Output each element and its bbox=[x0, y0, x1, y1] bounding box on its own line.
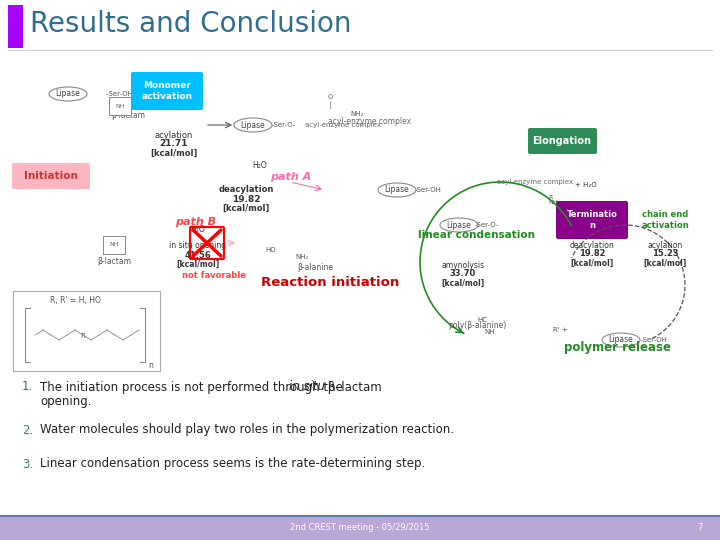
Text: 2.: 2. bbox=[22, 423, 33, 436]
Text: 7: 7 bbox=[697, 523, 703, 532]
Text: 1.: 1. bbox=[22, 381, 33, 394]
Text: R' +: R' + bbox=[553, 327, 568, 333]
Text: deacylation: deacylation bbox=[570, 240, 614, 249]
Text: -Ser-OH: -Ser-OH bbox=[641, 337, 668, 343]
Text: Elongation: Elongation bbox=[533, 136, 592, 146]
Text: amynolysis: amynolysis bbox=[441, 260, 485, 269]
Text: 2nd CREST meeting - 05/29/2015: 2nd CREST meeting - 05/29/2015 bbox=[290, 523, 430, 532]
Text: + H₂O: + H₂O bbox=[575, 182, 597, 188]
FancyBboxPatch shape bbox=[8, 5, 23, 48]
Text: path B: path B bbox=[175, 217, 216, 227]
Ellipse shape bbox=[602, 333, 640, 347]
Text: R
NH: R NH bbox=[548, 194, 557, 205]
Text: [kcal/mol]: [kcal/mol] bbox=[176, 260, 220, 268]
Text: acyl-enzyme complex: acyl-enzyme complex bbox=[328, 118, 412, 126]
FancyBboxPatch shape bbox=[528, 128, 597, 154]
Text: [kcal/mol]: [kcal/mol] bbox=[644, 259, 687, 267]
Text: R, R' = H, HO: R, R' = H, HO bbox=[50, 295, 101, 305]
Text: Lipase: Lipase bbox=[240, 120, 266, 130]
Text: -Ser-OH +: -Ser-OH + bbox=[106, 91, 141, 97]
Ellipse shape bbox=[440, 218, 478, 232]
Text: Initiation: Initiation bbox=[24, 171, 78, 181]
FancyBboxPatch shape bbox=[13, 291, 160, 371]
Text: 15.23: 15.23 bbox=[652, 249, 678, 259]
Text: Results and Conclusion: Results and Conclusion bbox=[30, 10, 351, 38]
Text: chain end
activation: chain end activation bbox=[641, 210, 689, 230]
Text: H₂O: H₂O bbox=[253, 160, 267, 170]
Text: 41.56: 41.56 bbox=[184, 251, 212, 260]
Text: β–lactam: β–lactam bbox=[323, 381, 382, 394]
Text: H₂O: H₂O bbox=[191, 226, 205, 234]
Text: HO: HO bbox=[265, 247, 276, 253]
Text: -Ser-OH: -Ser-OH bbox=[415, 187, 442, 193]
Text: [kcal/mol]: [kcal/mol] bbox=[570, 259, 613, 267]
FancyBboxPatch shape bbox=[109, 97, 131, 115]
Text: NH₂: NH₂ bbox=[350, 111, 364, 117]
Text: Lipase: Lipase bbox=[55, 90, 81, 98]
Text: [kcal/mol]: [kcal/mol] bbox=[441, 279, 485, 287]
FancyBboxPatch shape bbox=[131, 72, 203, 110]
Text: Lipase: Lipase bbox=[608, 335, 634, 345]
Text: [kcal/mol]: [kcal/mol] bbox=[222, 204, 270, 213]
Text: 19.82: 19.82 bbox=[579, 249, 606, 259]
Text: 33.70: 33.70 bbox=[450, 269, 476, 279]
Text: Terminatio
n: Terminatio n bbox=[567, 210, 618, 230]
Text: in situ opening: in situ opening bbox=[169, 241, 227, 251]
Text: path A: path A bbox=[270, 172, 311, 182]
Text: not favorable: not favorable bbox=[182, 271, 246, 280]
Text: opening.: opening. bbox=[40, 395, 91, 408]
Text: HC: HC bbox=[477, 317, 487, 323]
FancyBboxPatch shape bbox=[12, 163, 90, 189]
Text: acylation: acylation bbox=[155, 131, 193, 139]
Text: -Ser-O-: -Ser-O- bbox=[475, 222, 500, 228]
Text: 21.71: 21.71 bbox=[160, 139, 188, 148]
Text: n: n bbox=[80, 330, 85, 340]
Text: Monomer
activation: Monomer activation bbox=[141, 82, 192, 100]
Text: polymer release: polymer release bbox=[564, 341, 670, 354]
Text: acyl-enzyme complex: acyl-enzyme complex bbox=[305, 122, 381, 128]
Text: The initiation process is not performed through the: The initiation process is not performed … bbox=[40, 381, 346, 394]
Text: linear condensation: linear condensation bbox=[418, 230, 536, 240]
Text: n: n bbox=[148, 361, 153, 369]
Text: β-lactam: β-lactam bbox=[111, 111, 145, 119]
Text: β-alanine: β-alanine bbox=[297, 264, 333, 273]
Text: β-lactam: β-lactam bbox=[97, 258, 131, 267]
Text: -Ser-O-: -Ser-O- bbox=[272, 122, 297, 128]
Text: NH: NH bbox=[109, 242, 119, 247]
Text: 3.: 3. bbox=[22, 457, 33, 470]
Text: NH₂: NH₂ bbox=[295, 254, 308, 260]
Ellipse shape bbox=[49, 87, 87, 101]
FancyBboxPatch shape bbox=[0, 516, 720, 540]
Text: Water molecules should play two roles in the polymerization reaction.: Water molecules should play two roles in… bbox=[40, 423, 454, 436]
Ellipse shape bbox=[378, 183, 416, 197]
Text: acyl-enzyme complex: acyl-enzyme complex bbox=[497, 179, 573, 185]
FancyBboxPatch shape bbox=[556, 201, 628, 239]
Text: in situ: in situ bbox=[289, 381, 325, 394]
Text: 19.82: 19.82 bbox=[232, 194, 260, 204]
Text: Lipase: Lipase bbox=[384, 186, 410, 194]
Text: NH: NH bbox=[485, 329, 495, 335]
Text: deacylation: deacylation bbox=[218, 186, 274, 194]
Ellipse shape bbox=[234, 118, 272, 132]
Text: Reaction initiation: Reaction initiation bbox=[261, 275, 399, 288]
Text: acylation: acylation bbox=[647, 240, 683, 249]
Text: Linear condensation process seems is the rate-determining step.: Linear condensation process seems is the… bbox=[40, 457, 426, 470]
Text: Lipase: Lipase bbox=[446, 220, 472, 230]
Text: poly(β-alanine): poly(β-alanine) bbox=[448, 321, 506, 329]
Text: NH: NH bbox=[115, 104, 125, 109]
Text: [kcal/mol]: [kcal/mol] bbox=[150, 148, 198, 158]
Text: O: O bbox=[328, 94, 333, 100]
FancyBboxPatch shape bbox=[103, 236, 125, 254]
